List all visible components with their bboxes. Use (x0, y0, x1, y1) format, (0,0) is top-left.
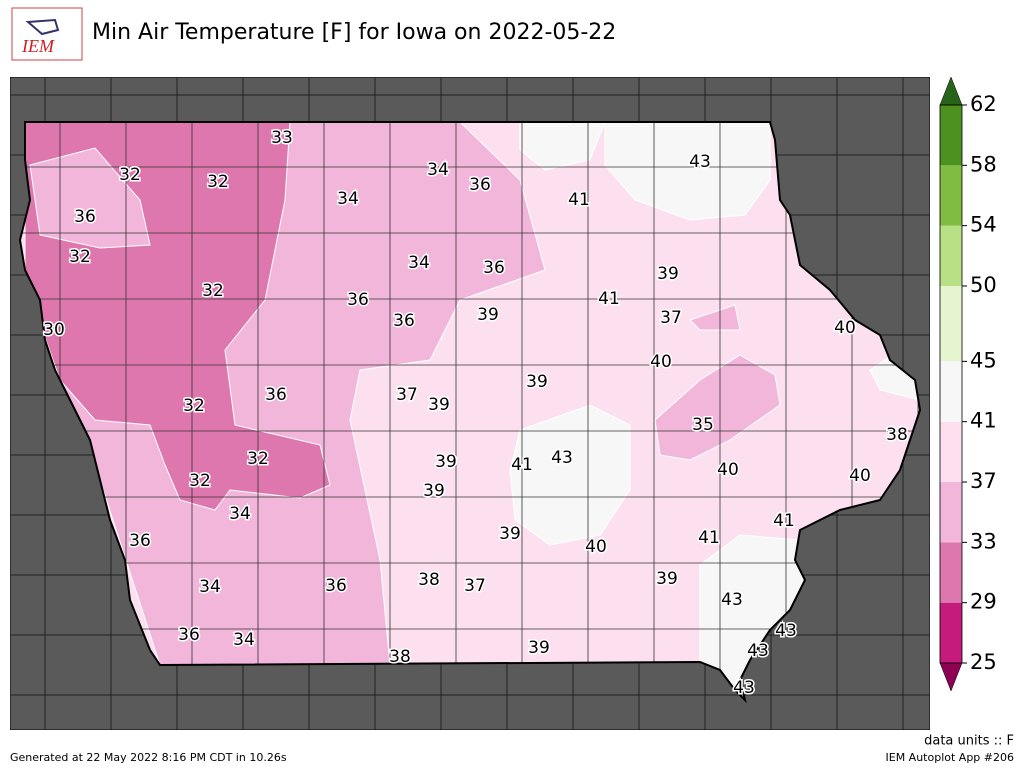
station-value: 39 (526, 372, 548, 392)
colorbar-under (939, 662, 963, 692)
station-value: 43 (775, 621, 797, 641)
station-value: 41 (598, 289, 620, 309)
station-value: 41 (773, 511, 795, 531)
colorbar-segment (940, 165, 962, 226)
station-value: 32 (119, 165, 141, 185)
station-value: 39 (657, 264, 679, 284)
colorbar-segment (940, 602, 962, 663)
station-value: 32 (207, 172, 229, 192)
station-value: 40 (849, 466, 871, 486)
colorbar-segment (940, 542, 962, 603)
colorbar-segment (940, 361, 962, 422)
station-value: 32 (202, 281, 224, 301)
station-value: 39 (499, 524, 521, 544)
station-value: 40 (717, 460, 739, 480)
iowa-fill (20, 122, 920, 700)
station-value: 41 (698, 528, 720, 548)
colorbar-tick-label: 62 (970, 92, 997, 116)
colorbar-tick-label: 54 (970, 213, 997, 237)
station-value: 34 (229, 504, 251, 524)
station-value: 39 (423, 481, 445, 501)
station-value: 40 (650, 352, 672, 372)
station-value: 30 (43, 320, 65, 340)
station-value: 40 (585, 537, 607, 557)
colorbar-tick-label: 37 (970, 469, 997, 493)
colorbar-segment (940, 482, 962, 543)
station-value: 32 (189, 471, 211, 491)
station-value: 36 (74, 207, 96, 227)
station-value: 43 (733, 678, 755, 698)
colorbar-tick-label: 45 (970, 348, 997, 372)
station-value: 43 (551, 448, 573, 468)
map: 33 34 36 43 32 32 34 41 36 32 34 36 39 32 41 36 39 37 36 30… (10, 77, 930, 730)
colorbar-frame (939, 104, 963, 664)
logo: IEM (11, 7, 83, 61)
station-value: 40 (834, 318, 856, 338)
title: Min Air Temperature [F] for Iowa on 2022… (92, 20, 616, 45)
station-value: 36 (129, 531, 151, 551)
station-value: 39 (656, 569, 678, 589)
colorbar-segment (940, 421, 962, 483)
station-value: 39 (435, 452, 457, 472)
app: IEM Autoplot App #206 (886, 751, 1015, 764)
colorbar-over (939, 76, 963, 106)
station-value: 39 (477, 305, 499, 325)
station-value: 36 (469, 175, 491, 195)
station-value: 35 (692, 415, 714, 435)
generated: Generated at 22 May 2022 8:16 PM CDT in … (10, 751, 287, 764)
station-value: 32 (69, 247, 91, 267)
units: data units :: F (924, 734, 1014, 749)
station-value: 36 (178, 625, 200, 645)
station-value: 43 (689, 152, 711, 172)
colorbar-segment (940, 285, 962, 362)
station-value: 43 (747, 641, 769, 661)
station-value: 32 (247, 449, 269, 469)
station-value: 38 (886, 425, 908, 445)
station-value: 37 (396, 385, 418, 405)
station-value: 41 (511, 455, 533, 475)
station-value: 36 (347, 290, 369, 310)
station-value: 36 (265, 385, 287, 405)
colorbar: 25 29 33 37 41 45 50 54 58 62 (939, 76, 997, 692)
station-value: 34 (233, 630, 255, 650)
colorbar-tick-label: 50 (970, 273, 997, 297)
colorbar-tick-label: 58 (970, 152, 997, 176)
colorbar-tick-label: 29 (970, 590, 997, 614)
station-value: 36 (483, 258, 505, 278)
colorbar-segment (940, 225, 962, 286)
colorbar-tick-label: 25 (970, 650, 997, 674)
colorbar-tick-label: 33 (970, 529, 997, 553)
station-value: 33 (271, 128, 293, 148)
logo-text: IEM (21, 36, 55, 56)
station-value: 43 (721, 590, 743, 610)
station-value: 38 (389, 647, 411, 667)
station-value: 36 (393, 311, 415, 331)
station-value: 34 (427, 160, 449, 180)
station-value: 39 (428, 395, 450, 415)
station-value: 34 (199, 577, 221, 597)
station-value: 38 (418, 570, 440, 590)
station-value: 39 (528, 638, 550, 658)
station-value: 36 (325, 576, 347, 596)
station-value: 34 (337, 189, 359, 209)
station-value: 37 (464, 576, 486, 596)
colorbar-segment (940, 105, 962, 166)
station-value: 41 (568, 190, 590, 210)
colorbar-tick-label: 41 (970, 409, 997, 433)
station-value: 34 (408, 253, 430, 273)
station-value: 37 (660, 308, 682, 328)
station-value: 32 (183, 396, 205, 416)
